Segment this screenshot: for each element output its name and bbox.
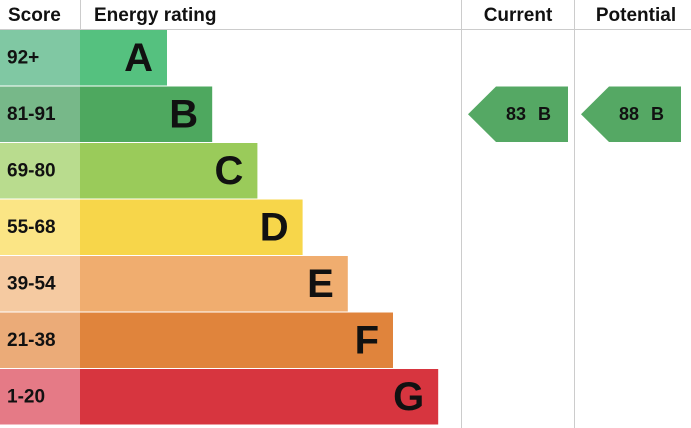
rating-bar	[80, 143, 258, 199]
rating-header: Energy rating	[94, 5, 216, 26]
score-cell	[0, 30, 80, 86]
rating-letter: E	[307, 262, 334, 306]
potential-band: B	[651, 104, 664, 124]
current-arrow	[468, 86, 568, 142]
potential-value: 88	[619, 104, 639, 124]
rating-bar	[80, 312, 393, 368]
score-label: 81-91	[7, 104, 56, 125]
score-label: 55-68	[7, 217, 56, 238]
score-cell	[0, 199, 80, 255]
rating-letter: B	[169, 92, 198, 136]
score-label: 69-80	[7, 160, 56, 181]
rating-letter: A	[124, 36, 153, 80]
score-cell	[0, 143, 80, 199]
score-label: 1-20	[7, 386, 45, 407]
potential-arrow	[581, 86, 681, 142]
current-header: Current	[484, 5, 553, 26]
rating-letter: G	[393, 375, 424, 419]
potential-header: Potential	[596, 5, 676, 26]
current-value: 83	[506, 104, 526, 124]
rating-letter: D	[260, 205, 289, 249]
rating-bar	[80, 86, 213, 142]
score-label: 92+	[7, 47, 39, 68]
score-header: Score	[8, 5, 61, 26]
score-label: 39-54	[7, 273, 56, 294]
score-cell	[0, 369, 80, 425]
rating-letter: C	[215, 149, 244, 193]
score-label: 21-38	[7, 330, 56, 351]
rating-bar	[80, 199, 303, 255]
rating-bar	[80, 30, 167, 86]
score-cell	[0, 312, 80, 368]
score-cell	[0, 256, 80, 312]
current-band: B	[538, 104, 551, 124]
score-cell	[0, 86, 80, 142]
rating-letter: F	[355, 318, 379, 362]
rating-bar	[80, 256, 348, 312]
rating-bar	[80, 369, 439, 425]
